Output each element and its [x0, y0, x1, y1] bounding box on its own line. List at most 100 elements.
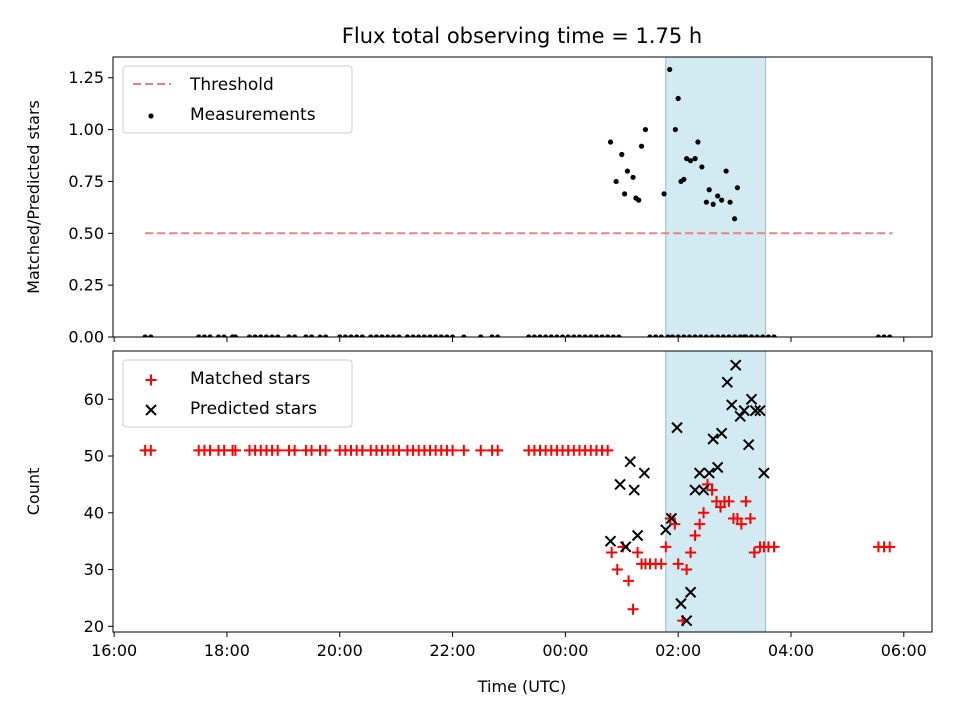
data-point — [373, 334, 380, 337]
data-point — [390, 334, 396, 337]
data-point — [252, 334, 258, 337]
data-point — [379, 334, 385, 337]
data-point — [699, 164, 705, 170]
data-point — [680, 614, 693, 627]
data-point — [359, 334, 365, 337]
data-point — [681, 564, 693, 576]
y-tick-label: 0.00 — [68, 328, 104, 347]
data-point — [342, 334, 348, 337]
legend-label: Predicted stars — [190, 399, 317, 419]
data-point — [611, 564, 623, 576]
series-measurements — [142, 0, 893, 337]
data-point — [720, 334, 726, 337]
data-point — [207, 334, 213, 337]
legend-label: Matched stars — [190, 369, 310, 389]
data-point — [768, 541, 780, 553]
data-point — [749, 0, 754, 3]
data-point — [258, 334, 264, 337]
data-point — [221, 334, 227, 337]
data-point — [884, 541, 896, 553]
data-point — [660, 541, 672, 553]
data-point — [492, 444, 504, 456]
data-point — [740, 495, 752, 507]
y-tick-label: 20 — [84, 617, 104, 636]
data-point — [737, 334, 743, 337]
data-point — [286, 334, 292, 337]
data-point — [711, 461, 724, 474]
data-point — [653, 334, 659, 337]
data-point — [613, 178, 619, 185]
data-point — [616, 334, 622, 337]
y-tick-label: 1.00 — [68, 120, 104, 139]
data-point — [731, 512, 743, 524]
y-tick-label: 0.50 — [68, 224, 104, 243]
data-point — [875, 334, 882, 337]
data-point — [655, 558, 667, 570]
x-tick-label: 18:00 — [204, 641, 250, 660]
data-point — [632, 547, 644, 559]
series-predicted-stars — [604, 359, 770, 627]
data-point — [292, 334, 298, 337]
axes-frame — [112, 56, 933, 338]
data-point — [749, 404, 762, 417]
data-point — [526, 334, 532, 337]
data-point — [669, 334, 676, 337]
data-point — [631, 529, 644, 542]
data-point — [348, 334, 354, 337]
data-point — [703, 334, 709, 337]
data-point — [692, 156, 698, 162]
y-tick-label: 0.25 — [68, 276, 104, 295]
data-point — [692, 334, 698, 337]
data-point — [734, 410, 746, 422]
data-point — [638, 467, 651, 479]
data-point — [145, 444, 157, 456]
data-point — [308, 334, 315, 337]
data-point — [246, 334, 253, 337]
legend-marker — [148, 113, 154, 119]
data-point — [576, 334, 583, 337]
data-point — [735, 518, 747, 530]
top-panel-ratio: 0.00 0.25 0.50 0.75 1.00 1.25 Matched/Predicte… — [24, 0, 933, 347]
data-point — [706, 484, 718, 496]
data-point — [748, 334, 755, 337]
data-point — [614, 478, 626, 491]
data-point — [754, 334, 760, 337]
data-point — [599, 334, 605, 337]
data-point — [215, 334, 222, 337]
data-point — [489, 334, 495, 337]
data-point — [744, 512, 756, 524]
data-point — [671, 421, 683, 434]
y-tick-label: 50 — [84, 447, 104, 466]
bottom-panel-counts: 20 30 40 50 60 16:00 18:00 20:00 22:00 00:00 02:00… — [24, 350, 933, 660]
data-point — [410, 334, 416, 337]
data-point — [385, 334, 391, 337]
data-point — [461, 334, 467, 337]
data-point — [665, 512, 678, 525]
data-point — [887, 334, 893, 337]
data-point — [715, 427, 728, 440]
data-point — [447, 444, 459, 456]
data-point — [742, 438, 755, 451]
data-point — [416, 334, 422, 337]
y-tick-label: 30 — [84, 560, 104, 579]
data-point — [647, 334, 653, 337]
data-point — [702, 478, 714, 490]
data-point — [698, 334, 704, 337]
data-point — [368, 334, 374, 337]
data-point — [196, 334, 202, 337]
data-point — [624, 455, 636, 468]
data-point — [715, 334, 721, 337]
y-axis-label: Matched/Predicted stars — [24, 100, 43, 294]
axes-frame — [112, 350, 933, 633]
data-point — [272, 444, 284, 456]
data-point — [605, 334, 611, 337]
data-point — [693, 467, 706, 479]
data-point — [354, 334, 360, 337]
data-point — [765, 334, 772, 337]
data-point — [681, 176, 687, 182]
data-point — [396, 334, 402, 337]
data-point — [438, 334, 444, 337]
chart-title: Flux total observing time = 1.75 h — [342, 24, 702, 48]
data-point — [760, 334, 766, 337]
